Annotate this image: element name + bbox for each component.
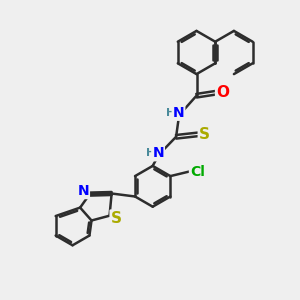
Text: O: O — [216, 85, 229, 100]
Text: N: N — [152, 146, 164, 160]
Text: H: H — [146, 148, 155, 158]
Text: N: N — [77, 184, 89, 198]
Text: N: N — [173, 106, 184, 120]
Text: Cl: Cl — [190, 165, 205, 178]
Text: S: S — [199, 127, 210, 142]
Text: H: H — [166, 108, 175, 118]
Text: S: S — [111, 211, 122, 226]
